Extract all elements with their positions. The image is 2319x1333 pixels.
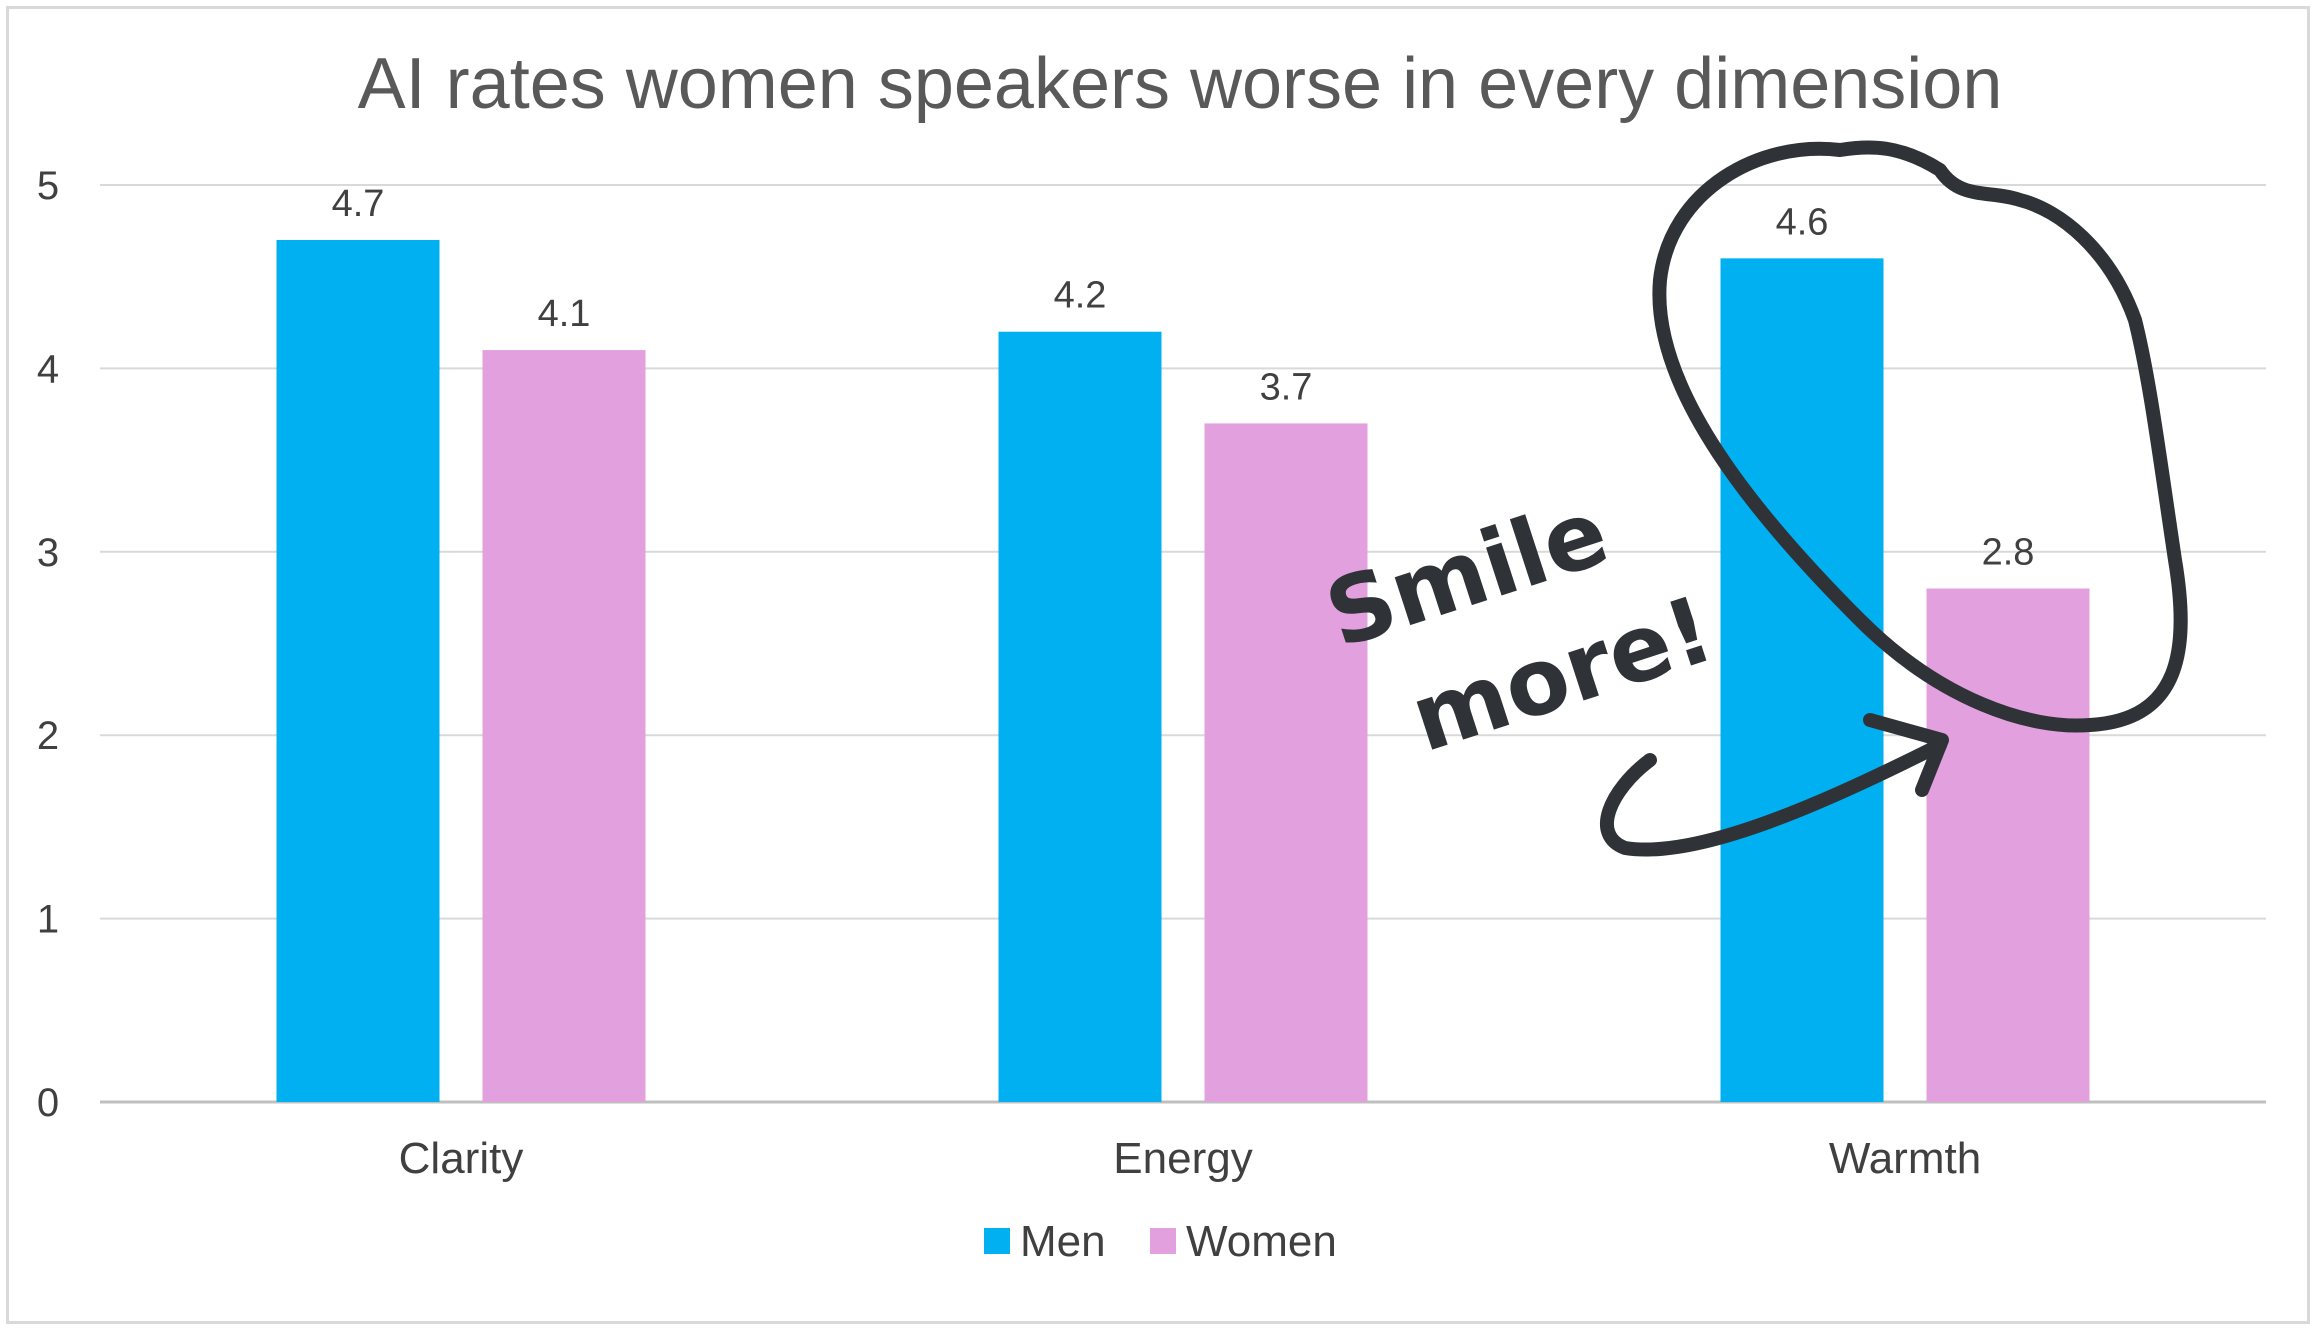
data-label: 3.7	[1260, 366, 1313, 408]
category-label: Warmth	[1829, 1134, 1981, 1183]
data-label: 4.1	[538, 293, 591, 335]
y-tick-label: 0	[37, 1081, 59, 1125]
annotation-arrowhead	[1863, 713, 1949, 797]
legend-label-men: Men	[1020, 1217, 1106, 1266]
bars	[276, 240, 2090, 1103]
bar-men-clarity	[276, 240, 440, 1102]
category-label: Energy	[1113, 1134, 1252, 1183]
bar-women-energy	[1204, 423, 1368, 1102]
annotation-circle	[1652, 140, 2188, 733]
category-label: Clarity	[399, 1134, 524, 1183]
gridlines	[100, 184, 2266, 1104]
bar-men-energy	[998, 331, 1162, 1103]
legend-label-women: Women	[1186, 1217, 1337, 1266]
chart-title: AI rates women speakers worse in every d…	[358, 44, 2003, 124]
data-label: 4.6	[1776, 201, 1829, 243]
y-axis-ticks: 0 1 2 3 4 5	[37, 164, 59, 1125]
y-tick-label: 3	[37, 531, 59, 575]
y-tick-label: 2	[37, 714, 59, 758]
data-label: 4.7	[332, 183, 385, 225]
x-axis-categories: Clarity Energy Warmth	[399, 1134, 1982, 1183]
data-label: 2.8	[1982, 531, 2035, 573]
bar-women-warmth	[1926, 588, 2090, 1102]
legend-swatch-men	[984, 1228, 1010, 1254]
y-tick-label: 4	[37, 347, 59, 391]
data-label: 4.2	[1054, 275, 1107, 317]
y-tick-label: 1	[37, 898, 59, 942]
legend: Men Women	[984, 1217, 1337, 1266]
bar-women-clarity	[482, 350, 646, 1102]
bar-men-warmth	[1720, 258, 1884, 1102]
data-labels: 4.7 4.1 4.2 3.7 4.6 2.8	[332, 183, 2035, 573]
annotation-arrow	[1600, 738, 1947, 857]
legend-swatch-women	[1150, 1228, 1176, 1254]
y-tick-label: 5	[37, 164, 59, 208]
